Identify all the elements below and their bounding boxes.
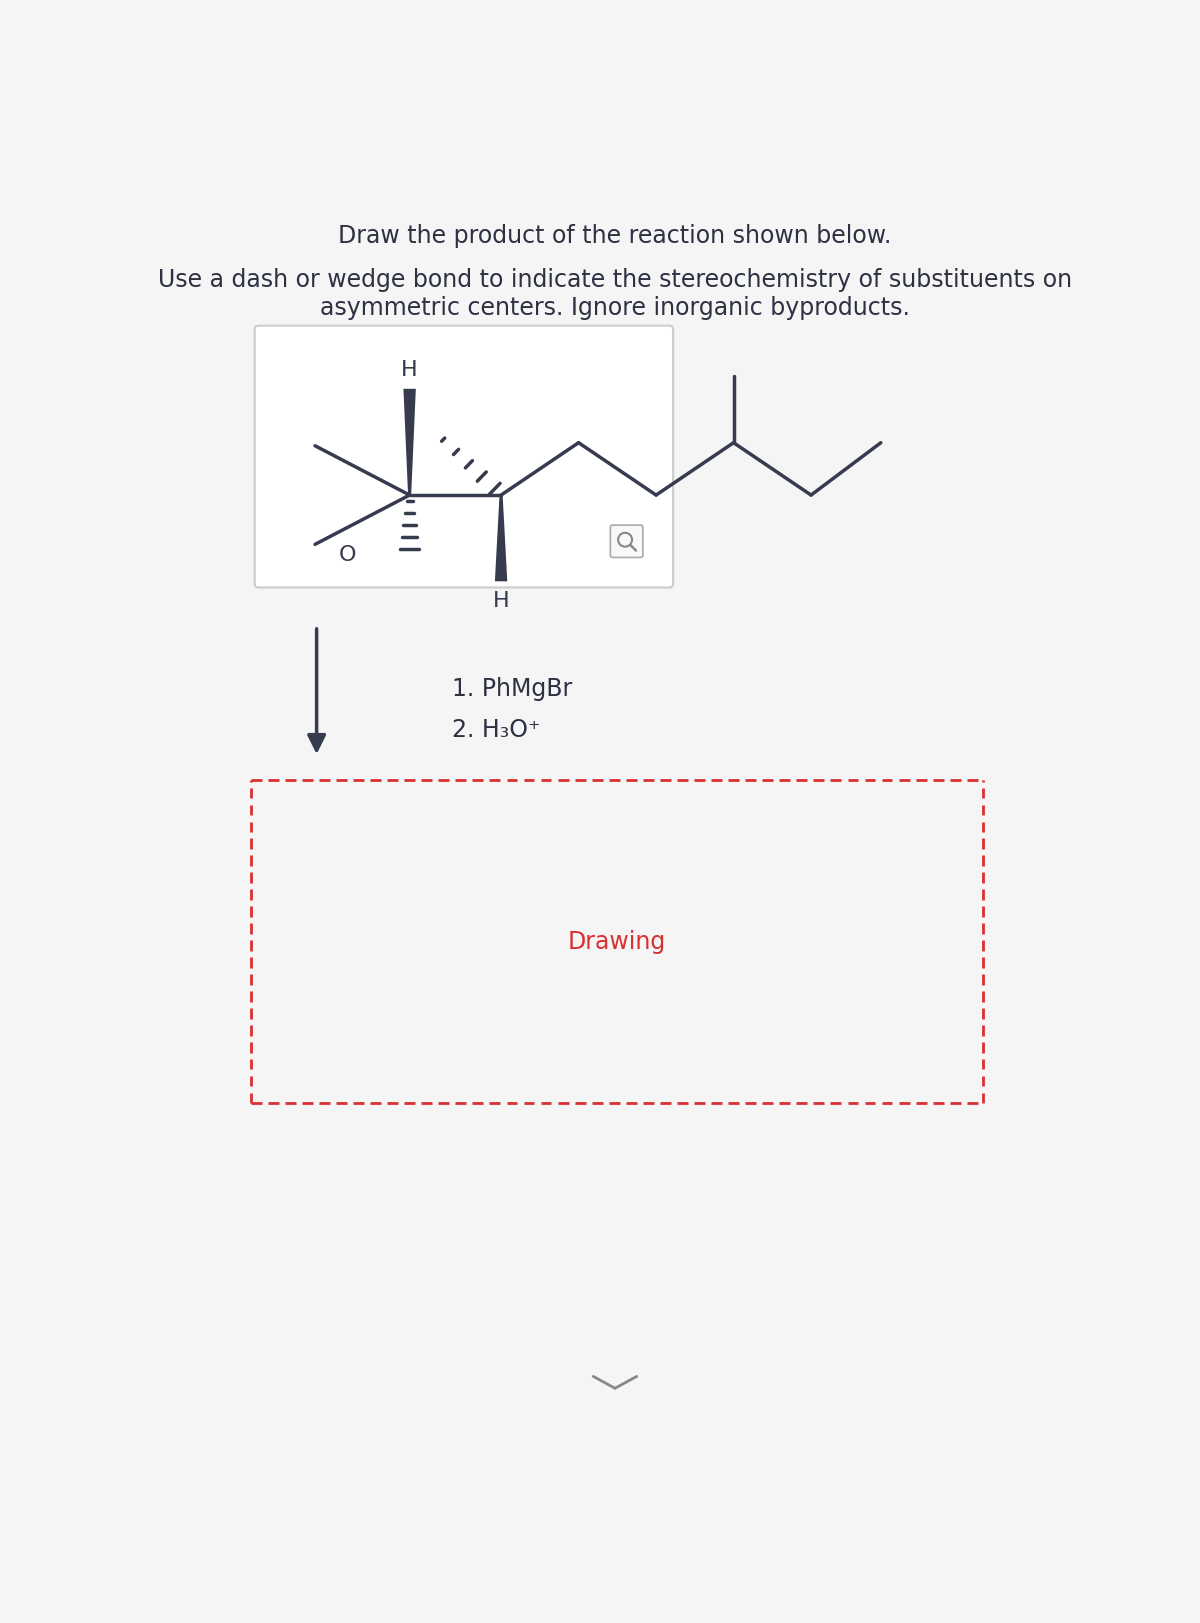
Polygon shape xyxy=(494,495,508,581)
Text: 1. PhMgBr: 1. PhMgBr xyxy=(452,677,572,701)
Text: Use a dash or wedge bond to indicate the stereochemistry of substituents on
asym: Use a dash or wedge bond to indicate the… xyxy=(158,268,1072,320)
Text: O: O xyxy=(338,545,356,565)
Text: H: H xyxy=(401,360,418,380)
Polygon shape xyxy=(403,390,416,495)
Text: Draw the product of the reaction shown below.: Draw the product of the reaction shown b… xyxy=(338,224,892,248)
FancyBboxPatch shape xyxy=(611,526,643,557)
Text: Drawing: Drawing xyxy=(568,930,666,954)
Text: H: H xyxy=(493,591,509,610)
Text: 2. H₃O⁺: 2. H₃O⁺ xyxy=(452,717,541,742)
FancyBboxPatch shape xyxy=(254,326,673,588)
